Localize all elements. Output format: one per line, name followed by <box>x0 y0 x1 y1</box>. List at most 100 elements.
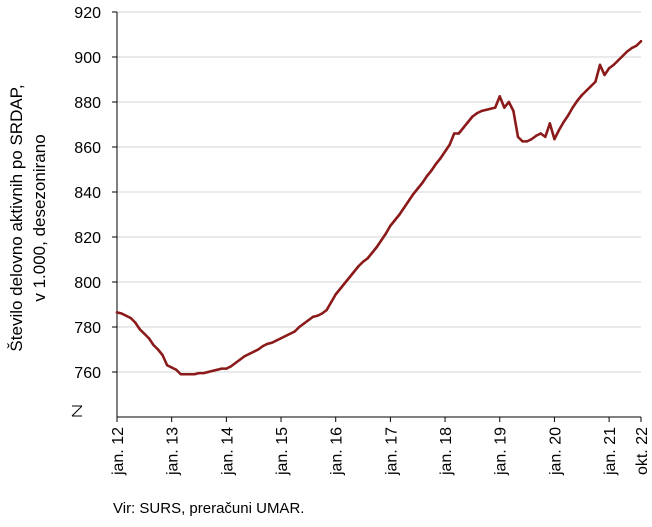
data-point-13 <box>175 368 178 371</box>
data-point-10 <box>161 353 164 357</box>
data-point-107 <box>603 73 606 77</box>
data-point-44 <box>316 314 319 317</box>
data-point-25 <box>229 365 233 368</box>
data-point-87 <box>512 109 515 113</box>
data-point-60 <box>389 224 392 227</box>
data-point-49 <box>339 287 342 290</box>
data-point-93 <box>539 132 542 135</box>
data-point-24 <box>225 367 228 370</box>
data-point-103 <box>585 89 588 92</box>
data-point-50 <box>343 281 347 285</box>
x-tick-label-5: jan. 17 <box>383 427 400 476</box>
data-point-28 <box>243 355 246 358</box>
data-point-72 <box>443 150 447 153</box>
x-tick-label-6: jan. 18 <box>438 427 455 476</box>
data-point-73 <box>448 143 451 146</box>
data-point-114 <box>635 44 638 47</box>
x-tick-label-1: jan. 13 <box>165 427 182 476</box>
data-point-88 <box>516 135 520 139</box>
data-point-65 <box>411 193 415 196</box>
data-point-84 <box>498 95 501 98</box>
data-point-109 <box>612 63 615 67</box>
data-point-59 <box>384 232 388 235</box>
data-point-48 <box>334 293 337 296</box>
data-point-94 <box>544 135 547 139</box>
data-point-83 <box>493 106 497 109</box>
data-point-92 <box>535 134 538 137</box>
data-point-1 <box>120 312 123 315</box>
data-point-62 <box>398 213 401 216</box>
data-point-38 <box>288 332 292 335</box>
data-point-95 <box>548 122 552 125</box>
y-tick-label-820: 820 <box>74 230 101 247</box>
data-point-101 <box>576 99 579 103</box>
data-point-71 <box>439 157 442 160</box>
data-point-67 <box>421 181 424 185</box>
data-point-17 <box>193 373 196 376</box>
data-point-80 <box>480 109 483 113</box>
data-point-105 <box>594 80 597 83</box>
data-point-102 <box>580 94 583 97</box>
data-point-81 <box>484 108 488 112</box>
data-point-91 <box>530 137 533 141</box>
data-point-47 <box>329 301 333 304</box>
data-point-16 <box>188 373 192 376</box>
data-point-112 <box>626 50 629 53</box>
data-point-75 <box>457 132 460 135</box>
data-point-2 <box>124 314 128 317</box>
data-point-106 <box>598 63 602 67</box>
data-point-76 <box>462 126 465 130</box>
y-tick-label-920: 920 <box>74 5 101 22</box>
data-point-31 <box>257 348 260 351</box>
x-tick-label-9: jan. 21 <box>602 427 619 476</box>
data-point-32 <box>261 344 265 348</box>
data-point-3 <box>129 316 132 320</box>
data-point-11 <box>165 364 169 367</box>
data-point-39 <box>293 330 296 333</box>
data-point-57 <box>375 245 378 249</box>
data-point-115 <box>639 40 643 43</box>
data-point-61 <box>393 218 397 222</box>
data-point-53 <box>357 265 360 268</box>
data-point-64 <box>407 199 410 203</box>
x-tick-label-7: jan. 19 <box>493 427 510 476</box>
data-point-77 <box>466 121 470 124</box>
data-point-58 <box>380 239 383 242</box>
x-tick-label-2: jan. 14 <box>219 427 236 476</box>
data-point-29 <box>247 352 251 356</box>
data-point-19 <box>202 371 205 375</box>
data-point-54 <box>361 260 365 263</box>
x-tick-label-8: jan. 20 <box>547 427 564 476</box>
data-point-56 <box>370 251 374 254</box>
y-tick-label-800: 800 <box>74 275 101 292</box>
data-point-14 <box>179 373 182 376</box>
data-point-113 <box>630 46 634 50</box>
y-tick-label-760: 760 <box>74 365 101 382</box>
x-tick-label-11: okt. 22 <box>634 427 651 475</box>
data-point-33 <box>266 342 269 346</box>
data-point-30 <box>252 350 255 353</box>
data-point-34 <box>270 341 274 344</box>
data-point-20 <box>206 370 210 374</box>
data-point-89 <box>521 140 524 143</box>
data-point-100 <box>571 106 574 109</box>
y-tick-label-900: 900 <box>74 50 101 67</box>
data-point-35 <box>275 339 278 342</box>
data-point-4 <box>134 321 137 324</box>
data-point-36 <box>279 337 283 340</box>
data-point-104 <box>589 85 593 88</box>
data-point-97 <box>557 128 561 132</box>
data-point-111 <box>621 54 624 58</box>
data-point-79 <box>475 112 479 115</box>
x-tick-label-3: jan. 15 <box>274 427 291 476</box>
data-point-7 <box>147 337 151 340</box>
y-axis-title-line-1: Število delovno aktivnih po SRDAP, <box>7 84 26 351</box>
data-point-45 <box>320 312 324 315</box>
data-point-69 <box>430 169 433 172</box>
data-point-27 <box>238 358 242 361</box>
data-point-99 <box>566 114 570 117</box>
data-point-5 <box>138 328 141 331</box>
data-point-41 <box>302 322 306 325</box>
data-point-8 <box>152 343 155 347</box>
